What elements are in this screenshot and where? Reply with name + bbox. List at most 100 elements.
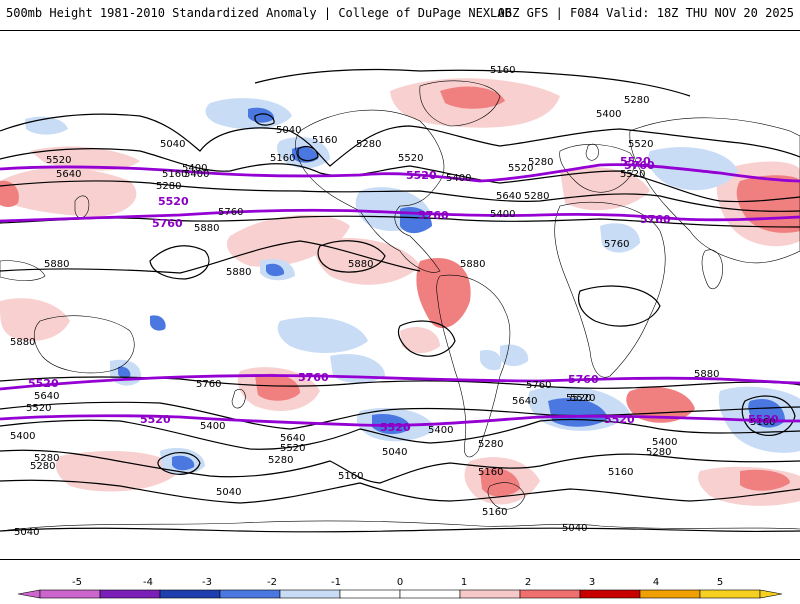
- height-label: 5640: [34, 391, 59, 402]
- height-label: 5160: [270, 153, 295, 164]
- colorbar-swatch: [159, 589, 221, 599]
- height-label-highlighted: 5520: [380, 421, 411, 434]
- colorbar-swatch: [699, 589, 761, 599]
- height-label: 5400: [428, 425, 453, 436]
- height-label-highlighted: 5520: [604, 413, 635, 426]
- height-label: 5040: [14, 527, 39, 538]
- height-label: 5160: [478, 467, 503, 478]
- height-label-highlighted: 5520: [620, 155, 651, 168]
- map-svg: 5160 5280 5400 5040 5160 5280 5520 5640 …: [0, 65, 800, 538]
- colorbar-swatches: [17, 589, 783, 599]
- colorbar-label: -2: [267, 577, 277, 588]
- height-label: 5040: [160, 139, 185, 150]
- colorbar-swatch: [519, 589, 581, 599]
- height-label: 5880: [226, 267, 251, 278]
- height-label: 5040: [276, 125, 301, 136]
- height-label: 5520: [566, 393, 591, 404]
- height-label-highlighted: 5760: [568, 373, 599, 386]
- height-label: 5760: [196, 379, 221, 390]
- height-label: 5880: [10, 337, 35, 348]
- height-label: 5880: [694, 369, 719, 380]
- height-label: 5040: [562, 523, 587, 534]
- height-label: 5280: [34, 453, 59, 464]
- height-label-highlighted: 5760: [640, 213, 671, 226]
- coastlines: [0, 80, 800, 532]
- height-label-highlighted: 5520: [406, 169, 437, 182]
- height-label: 5400: [446, 173, 471, 184]
- colorbar-swatch: [459, 589, 521, 599]
- colorbar-label: 1: [461, 577, 467, 588]
- height-label: 5040: [382, 447, 407, 458]
- height-label: 5400: [490, 209, 515, 220]
- colorbar-arrow-left: [17, 589, 41, 599]
- height-label: 5760: [604, 239, 629, 250]
- height-label: 5280: [624, 95, 649, 106]
- height-label: 5400: [184, 169, 209, 180]
- highlight-labels: 5520 5760 5520 5760 5520 5760 5760 5520 …: [28, 155, 779, 434]
- height-label: 5400: [596, 109, 621, 120]
- colorbar-swatch: [279, 589, 341, 599]
- height-label-highlighted: 5760: [152, 217, 183, 230]
- height-label: 5160: [482, 507, 507, 518]
- height-label: 5880: [460, 259, 485, 270]
- height-label: 5400: [652, 437, 677, 448]
- height-contours: [0, 68, 800, 533]
- height-label: 5280: [156, 181, 181, 192]
- colorbar-label: 0: [397, 577, 403, 588]
- height-label: 5160: [338, 471, 363, 482]
- colorbar-svg: -5 -4 -3 -2 -1 0 1 2 3 4 5: [17, 577, 783, 599]
- height-label-highlighted: 5760: [298, 371, 329, 384]
- colorbar-label: -4: [143, 577, 153, 588]
- height-label: 5280: [528, 157, 553, 168]
- height-label: 5280: [524, 191, 549, 202]
- height-label: 5520: [46, 155, 71, 166]
- map-panel: 5160 5280 5400 5040 5160 5280 5520 5640 …: [0, 30, 800, 560]
- height-label: 5640: [512, 396, 537, 407]
- height-label: 5280: [268, 455, 293, 466]
- colorbar-label: 5: [717, 577, 723, 588]
- height-label: 5880: [44, 259, 69, 270]
- height-label: 5640: [56, 169, 81, 180]
- colorbar-swatch: [579, 589, 641, 599]
- height-label-highlighted: 5520: [158, 195, 189, 208]
- colorbar-label: -3: [202, 577, 212, 588]
- height-label: 5760: [218, 207, 243, 218]
- height-label-highlighted: 5520: [28, 377, 59, 390]
- colorbar-label: 2: [525, 577, 531, 588]
- height-label-highlighted: 5520: [748, 413, 779, 426]
- map-title: 500mb Height 1981-2010 Standardized Anom…: [6, 6, 512, 20]
- header: 500mb Height 1981-2010 Standardized Anom…: [0, 0, 800, 28]
- height-label: 5520: [508, 163, 533, 174]
- height-label: 5520: [280, 443, 305, 454]
- height-label: 5040: [216, 487, 241, 498]
- colorbar-arrow-right: [759, 589, 783, 599]
- height-label: 5640: [496, 191, 521, 202]
- height-label: 5280: [30, 461, 55, 472]
- height-label-highlighted: 5760: [418, 209, 449, 222]
- height-label: 5280: [356, 139, 381, 150]
- height-label: 5400: [10, 431, 35, 442]
- colorbar-label: 4: [653, 577, 659, 588]
- height-label: 5520: [628, 139, 653, 150]
- colorbar-label: -5: [72, 577, 82, 588]
- model-valid-time: 06Z GFS | F084 Valid: 18Z THU NOV 20 202…: [497, 6, 794, 20]
- height-labels: 5160 5280 5400 5040 5160 5280 5520 5640 …: [10, 65, 775, 538]
- height-label: 5400: [200, 421, 225, 432]
- height-label: 5280: [478, 439, 503, 450]
- height-label: 5640: [280, 433, 305, 444]
- height-label: 5880: [194, 223, 219, 234]
- height-label: 5400: [182, 163, 207, 174]
- colorbar-swatch: [639, 589, 701, 599]
- height-label: 5160: [608, 467, 633, 478]
- colorbar: -5 -4 -3 -2 -1 0 1 2 3 4 5: [0, 570, 800, 600]
- colorbar-ticks: -5 -4 -3 -2 -1 0 1 2 3 4 5: [72, 577, 723, 588]
- height-label: 5520: [620, 169, 645, 180]
- colorbar-label: 3: [589, 577, 595, 588]
- height-label: 5160: [750, 417, 775, 428]
- colorbar-swatch: [39, 589, 101, 599]
- height-label-highlighted: 5760: [624, 159, 655, 172]
- colorbar-label: -1: [331, 577, 341, 588]
- height-label: 5520: [570, 393, 595, 404]
- height-label: 5160: [312, 135, 337, 146]
- height-label: 5520: [26, 403, 51, 414]
